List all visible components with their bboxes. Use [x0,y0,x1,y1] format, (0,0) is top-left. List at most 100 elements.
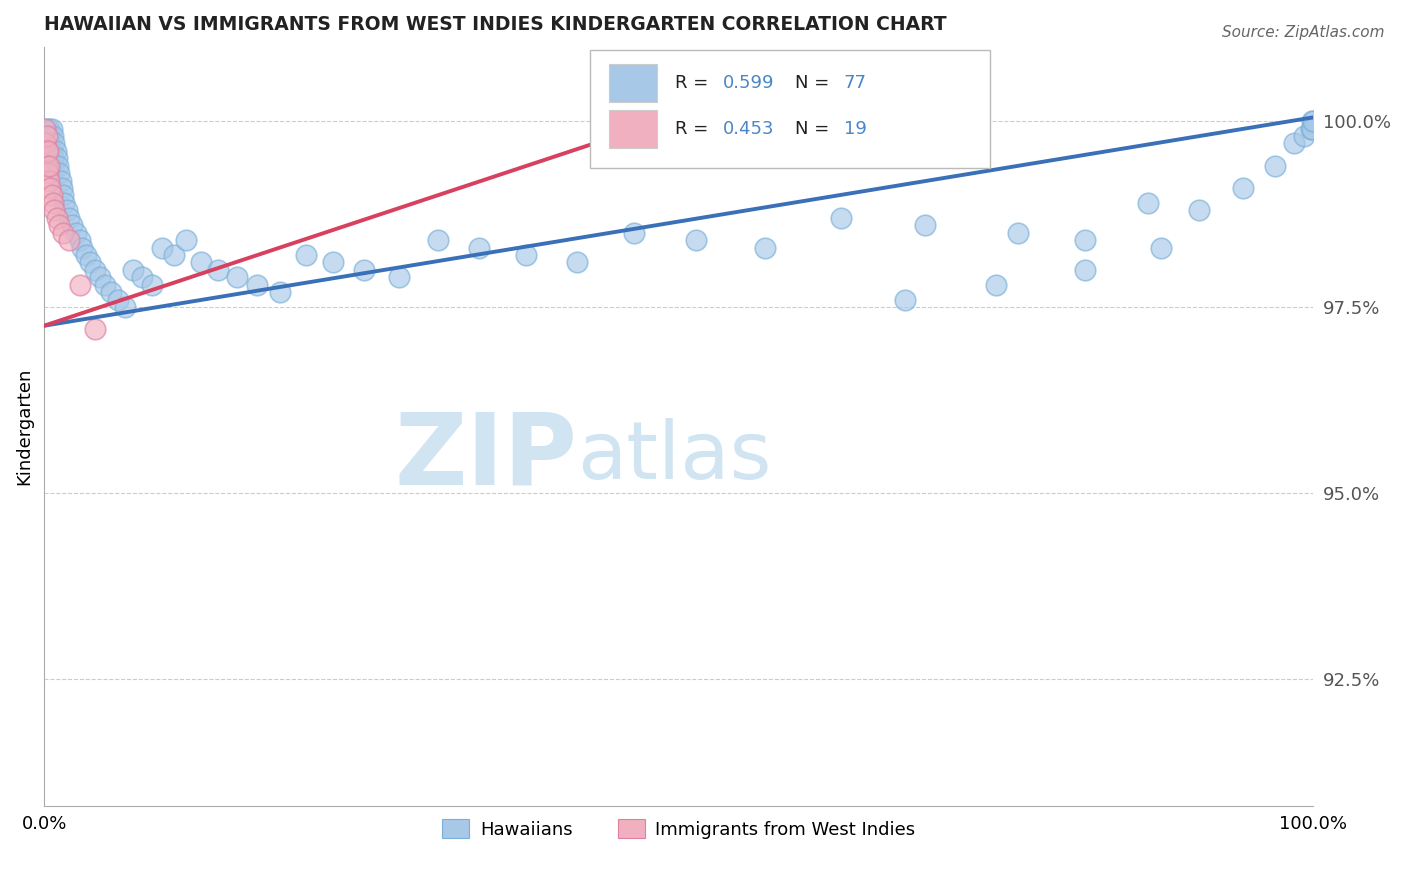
Point [83,263,105,277]
Text: ZIP: ZIP [394,408,576,505]
Text: 0.453: 0.453 [723,120,775,137]
Point [44,159,66,173]
Point [914,219,936,233]
Point [89,270,111,285]
Point [39,159,62,173]
Point [35,128,58,143]
Text: N =: N = [796,74,835,92]
Point [42,151,65,165]
Text: atlas: atlas [576,417,772,496]
Point [48,166,70,180]
Point [52,226,75,240]
Point [1301,114,1323,128]
Point [1232,181,1254,195]
Point [35,144,58,158]
Point [41,144,63,158]
Point [162,248,184,262]
Point [37,144,59,158]
Point [515,248,537,262]
Point [623,226,645,240]
Point [34,121,56,136]
Y-axis label: Kindergarten: Kindergarten [15,368,32,485]
Point [174,233,197,247]
Point [226,270,249,285]
Point [70,241,93,255]
Point [52,188,75,202]
Point [107,293,129,307]
Point [51,181,73,195]
Point [1302,114,1324,128]
Point [49,173,72,187]
Point [58,211,80,225]
Point [35,144,58,158]
Point [353,263,375,277]
Point [58,233,80,247]
Text: 0.599: 0.599 [723,74,775,92]
Point [79,255,101,269]
Point [100,285,122,300]
Point [37,166,59,180]
Point [75,248,97,262]
Text: 19: 19 [844,120,866,137]
Point [34,128,56,143]
Text: R =: R = [675,74,714,92]
Point [388,270,411,285]
Point [1188,203,1211,218]
Point [69,277,91,292]
Point [42,128,65,143]
Point [45,151,67,165]
Point [468,241,491,255]
Point [1301,121,1323,136]
Point [190,255,212,269]
Point [685,233,707,247]
Point [37,128,59,143]
Point [207,263,229,277]
Point [94,277,117,292]
Point [893,293,915,307]
Point [565,255,588,269]
Point [131,270,153,285]
Point [984,277,1007,292]
Point [38,136,60,151]
Point [39,181,62,195]
Point [38,159,60,173]
Point [38,121,60,136]
Point [830,211,852,225]
Point [41,121,63,136]
Bar [609,64,657,102]
Point [246,277,269,292]
Text: HAWAIIAN VS IMMIGRANTS FROM WEST INDIES KINDERGARTEN CORRELATION CHART: HAWAIIAN VS IMMIGRANTS FROM WEST INDIES … [44,15,946,34]
Point [754,241,776,255]
Point [1074,263,1097,277]
Point [35,159,58,173]
Point [1284,136,1306,151]
Point [69,233,91,247]
Point [1264,159,1286,173]
Point [83,322,105,336]
Point [269,285,291,300]
Point [1299,121,1322,136]
Text: Source: ZipAtlas.com: Source: ZipAtlas.com [1222,25,1385,40]
Point [34,136,56,151]
Point [65,226,87,240]
Point [1294,128,1316,143]
Point [150,241,173,255]
Point [322,255,344,269]
Point [45,211,67,225]
Point [114,300,136,314]
Legend: Hawaiians, Immigrants from West Indies: Hawaiians, Immigrants from West Indies [434,813,922,846]
Point [1137,196,1160,211]
Bar [609,110,657,147]
Point [42,196,65,211]
Point [38,173,60,187]
Point [56,203,79,218]
Point [1150,241,1173,255]
Point [1074,233,1097,247]
Point [60,219,83,233]
Text: 77: 77 [844,74,866,92]
Point [37,151,59,165]
Point [44,136,66,151]
Text: R =: R = [675,120,714,137]
Point [426,233,449,247]
Point [44,144,66,158]
